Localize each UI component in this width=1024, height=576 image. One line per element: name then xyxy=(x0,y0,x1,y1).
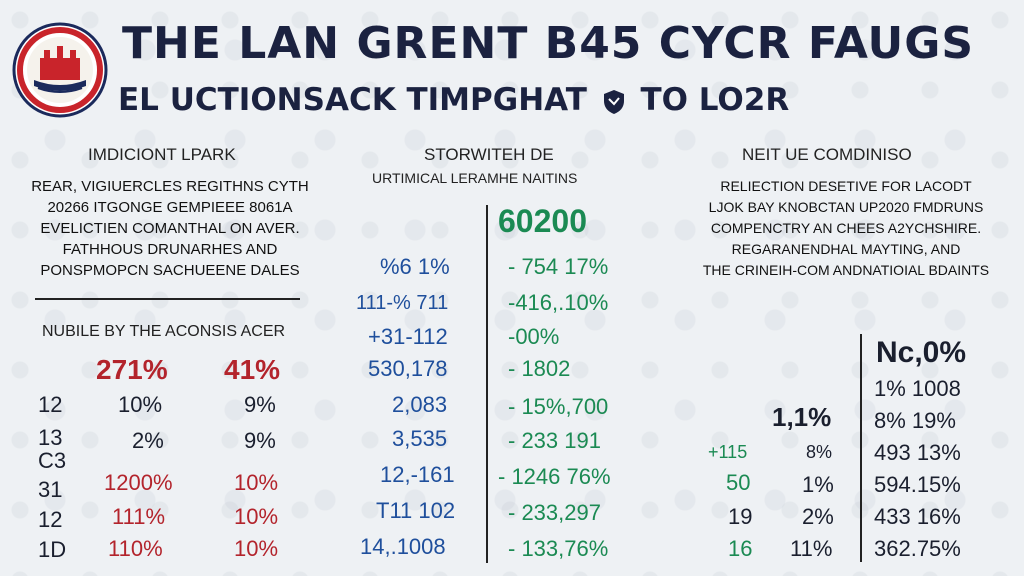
middle-subheading: URTIMICAL LERAMHE NAITINS xyxy=(372,170,578,186)
middle-left-value: 3,535 xyxy=(392,426,448,451)
right-value: 1% 1008 xyxy=(874,376,961,401)
left-row-value: 10% xyxy=(234,536,279,561)
left-row-value: 1200% xyxy=(104,470,173,495)
right-left-value: 8% xyxy=(806,442,833,462)
left-divider xyxy=(35,298,300,300)
right-value: 362.75% xyxy=(874,536,961,561)
left-desc-line: EVELICTIEN COMANTHAL ON AVER. xyxy=(40,220,300,237)
right-divider xyxy=(860,334,862,562)
right-value: 8% 19% xyxy=(874,408,956,433)
middle-heading: STORWITEH DE xyxy=(424,145,554,164)
right-left-value: 1% xyxy=(802,472,834,497)
middle-right-value: - 233,297 xyxy=(508,500,601,525)
shield-icon xyxy=(603,89,624,114)
right-left-label: 19 xyxy=(728,504,753,529)
left-row-label: 12 xyxy=(38,392,63,417)
middle-divider xyxy=(486,205,488,563)
emblem-logo xyxy=(12,22,108,118)
right-left-value: 11% xyxy=(790,536,833,561)
right-value: 433 16% xyxy=(874,504,961,529)
left-desc-line: FATHHOUS DRUNARHES AND xyxy=(62,241,278,258)
left-table-label: NUBILE BY THE ACONSIS ACER xyxy=(42,323,286,340)
left-row-label: 1D xyxy=(38,537,67,562)
left-row-value: 110% xyxy=(108,536,163,561)
right-left-value: 2% xyxy=(802,504,834,529)
left-col-head-1: 271% xyxy=(96,354,168,385)
right-left-label: +115 xyxy=(708,442,748,462)
right-mid-head: 1,1% xyxy=(772,402,832,432)
middle-right-value: - 133,76% xyxy=(508,536,609,561)
left-row-value: 10% xyxy=(234,470,279,495)
left-row-value: 10% xyxy=(234,504,279,529)
middle-left-value: 14,.1008 xyxy=(360,534,446,559)
middle-right-value: -00% xyxy=(508,324,560,349)
left-desc-line: REAR, VIGIUERCLES REGITHNS CYTH xyxy=(31,178,309,195)
right-heading: NEIT UE COMDINISO xyxy=(742,145,912,164)
right-description: RELIECTION DESETIVE FOR LACODT LJOK BAY … xyxy=(676,176,1016,281)
middle-left-value: T11 102 xyxy=(376,498,456,523)
left-description: REAR, VIGIUERCLES REGITHNS CYTH 20266 IT… xyxy=(20,176,320,281)
right-value: 493 13% xyxy=(874,440,961,465)
middle-right-value: - 15%,700 xyxy=(508,394,609,419)
left-row-value: 111% xyxy=(112,504,166,529)
page-title: THE LAN GRENT B45 CYCR FAUGS xyxy=(122,18,975,69)
left-row-value: 10% xyxy=(118,392,163,417)
left-row-value: 2% xyxy=(132,428,164,453)
right-desc-line: LJOK BAY KNOBCTAN UP2020 FMDRUNS xyxy=(708,199,984,215)
left-row-value: 9% xyxy=(244,428,276,453)
middle-right-value: -416,.10% xyxy=(508,290,609,315)
left-desc-line: 20266 ITGONGE GEMPIEEE 8061A xyxy=(47,199,293,216)
right-left-label: 50 xyxy=(726,470,751,495)
right-col-head: Nc,0% xyxy=(876,336,967,369)
middle-left-value: %6 1% xyxy=(380,254,450,279)
right-value: 594.15% xyxy=(874,472,961,497)
right-desc-line: THE CRINEIH-COM ANDNATIOIAL BDAINTS xyxy=(702,262,990,278)
right-left-label: 16 xyxy=(728,536,753,561)
right-desc-line: COMPENCTRY AN CHEES A2YCHSHIRE. xyxy=(710,220,982,236)
middle-big-value: 60200 xyxy=(498,203,587,239)
middle-left-value: +31-112 xyxy=(368,324,448,349)
page-subtitle: EL UCTIONSACK TIMPGHAT TO LO2R xyxy=(118,82,789,118)
middle-left-value: 2,083 xyxy=(392,392,448,417)
left-row-label: 13 xyxy=(38,425,63,450)
subtitle-text-start: EL UCTIONSACK TIMPGHAT xyxy=(118,82,587,118)
middle-right-value: - 233 191 xyxy=(508,428,601,453)
subtitle-text-end: TO LO2R xyxy=(640,82,790,118)
right-desc-line: REGARANENDHAL MAYTING, AND xyxy=(731,241,961,257)
middle-left-value: 12,-161 xyxy=(380,462,455,487)
left-row-value: 9% xyxy=(244,392,276,417)
middle-right-value: - 1802 xyxy=(508,356,571,381)
middle-right-value: - 1246 76% xyxy=(498,464,611,489)
left-col-head-2: 41% xyxy=(224,354,281,385)
left-row-label: 12 xyxy=(38,507,63,532)
left-desc-line: PONSPMOPCN SACHUEENE DALES xyxy=(40,262,300,279)
right-desc-line: RELIECTION DESETIVE FOR LACODT xyxy=(720,178,972,194)
left-row-label: C3 xyxy=(38,448,67,473)
left-heading: IMDICIONT LPARK xyxy=(88,145,236,164)
middle-left-value: 111-% 711 xyxy=(356,292,449,314)
middle-right-value: - 754 17% xyxy=(508,254,609,279)
middle-left-value: 530,178 xyxy=(368,356,448,381)
left-row-label: 31 xyxy=(38,477,63,502)
